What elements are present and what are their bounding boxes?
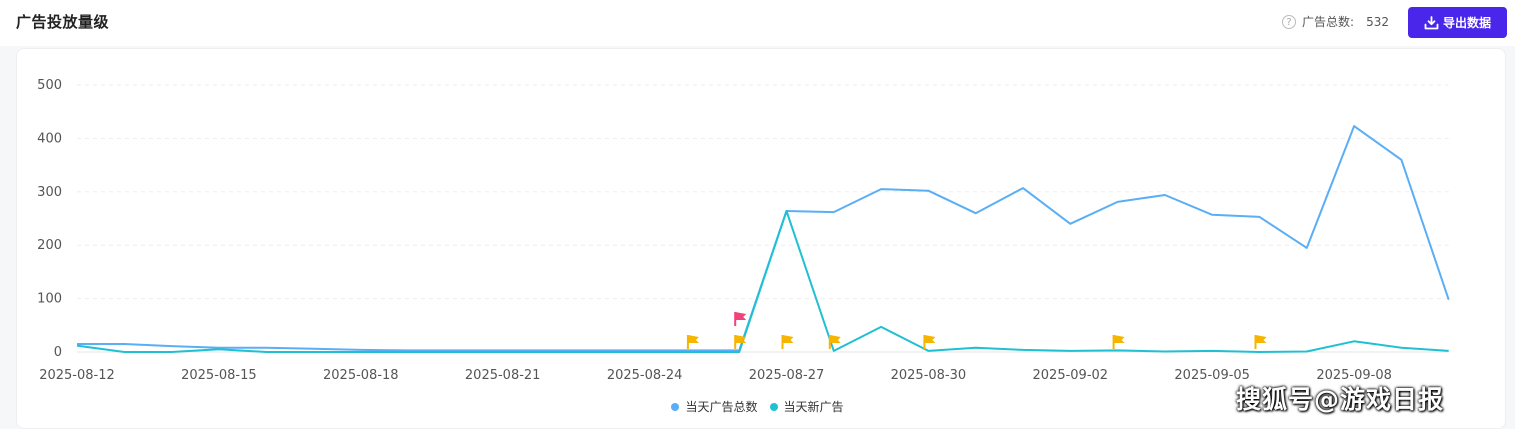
y-tick-label: 200: [37, 238, 62, 253]
x-tick-label: 2025-09-05: [1174, 368, 1250, 383]
x-tick-label: 2025-08-27: [749, 368, 825, 383]
event-flag-icon[interactable]: [1112, 335, 1125, 349]
legend-label-new: 当天新广告: [783, 400, 844, 414]
event-flag-icon[interactable]: [734, 335, 747, 349]
page-title: 广告投放量级: [16, 13, 110, 31]
x-tick-label: 2025-09-02: [1033, 368, 1109, 383]
x-tick-label: 2025-08-21: [465, 368, 541, 383]
series-line-new: [76, 210, 1449, 353]
header-bar: 广告投放量级 ? 广告总数: 532 导出数据: [0, 0, 1515, 46]
download-icon: [1424, 15, 1439, 30]
chart-card: [16, 48, 1506, 429]
legend-item-total[interactable]: 当天广告总数: [671, 398, 758, 415]
series-line-total: [77, 125, 1450, 352]
event-flag-icon[interactable]: [686, 335, 699, 349]
y-tick-label: 0: [54, 345, 62, 360]
x-tick-label: 2025-08-12: [39, 368, 115, 383]
ad-total-value: 532: [1366, 14, 1389, 29]
y-tick-label: 500: [37, 78, 62, 93]
x-tick-label: 2025-08-30: [891, 368, 967, 383]
legend-item-new[interactable]: 当天新广告: [769, 398, 844, 415]
event-flag-icon[interactable]: [828, 335, 841, 349]
y-tick-label: 100: [37, 292, 62, 307]
event-flag-icon[interactable]: [923, 335, 936, 349]
event-flag-icon[interactable]: [781, 335, 794, 349]
event-flag-icon[interactable]: [1254, 335, 1267, 349]
watermark: 搜狐号@游戏日报: [1236, 385, 1445, 414]
legend-dot-new: [769, 402, 778, 411]
export-data-label: 导出数据: [1442, 16, 1491, 30]
export-data-button[interactable]: 导出数据: [1408, 7, 1507, 38]
x-tick-label: 2025-09-08: [1316, 368, 1392, 383]
x-tick-label: 2025-08-24: [607, 368, 683, 383]
x-tick-label: 2025-08-15: [181, 368, 257, 383]
x-tick-label: 2025-08-18: [323, 368, 399, 383]
chart-legend: 当天广告总数 当天新广告: [0, 398, 1515, 415]
help-icon[interactable]: ?: [1282, 14, 1297, 29]
ad-total-stat: ? 广告总数: 532: [1282, 13, 1389, 30]
legend-dot-total: [671, 402, 680, 411]
event-flag-red-icon[interactable]: [734, 312, 747, 326]
y-tick-label: 300: [37, 185, 62, 200]
legend-label-total: 当天广告总数: [685, 400, 758, 414]
ad-total-label: 广告总数:: [1302, 15, 1355, 29]
y-tick-label: 400: [37, 131, 62, 146]
